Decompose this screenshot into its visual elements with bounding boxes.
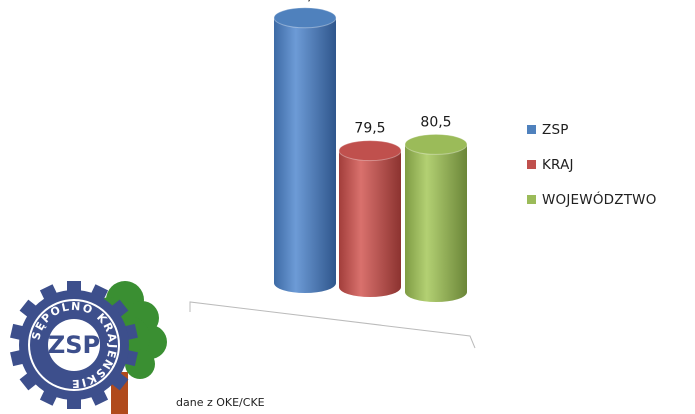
legend-item-zsp: ZSP xyxy=(527,112,692,147)
gear-icon: ZSP SĘPÓLNO KRAJEŃSKIE xyxy=(10,281,138,409)
logo-monogram: ZSP xyxy=(48,331,100,359)
legend-swatch xyxy=(527,160,536,169)
legend-swatch xyxy=(527,195,536,204)
bar-body xyxy=(339,150,401,297)
data-label: 79,5 xyxy=(354,121,385,137)
bar-body xyxy=(405,144,467,302)
bar-top xyxy=(338,140,402,162)
bar-top xyxy=(404,133,468,155)
data-label: 80,5 xyxy=(420,114,451,130)
legend-label: KRAJ xyxy=(542,156,574,173)
school-logo: ZSP SĘPÓLNO KRAJEŃSKIE xyxy=(10,281,167,414)
bar-body xyxy=(274,17,336,293)
value-labels-layer: 91,0 79,5 80,5 xyxy=(289,0,451,137)
legend-item-wojewodztwo: WOJEWÓDZTWO xyxy=(527,182,692,217)
legend-label: ZSP xyxy=(542,121,569,138)
bar-zsp xyxy=(273,7,337,293)
chart-floor-outline xyxy=(189,301,476,349)
bar-województwo xyxy=(404,133,468,302)
legend-label: WOJEWÓDZTWO xyxy=(542,191,657,208)
legend-swatch xyxy=(527,125,536,134)
chart-legend: ZSP KRAJ WOJEWÓDZTWO xyxy=(527,112,692,217)
source-note: dane z OKE/CKE xyxy=(176,396,265,409)
data-label: 91,0 xyxy=(289,0,320,4)
bar-kraj xyxy=(338,140,402,297)
bar-top xyxy=(273,7,337,29)
legend-item-kraj: KRAJ xyxy=(527,147,692,182)
bars-layer xyxy=(273,7,468,302)
